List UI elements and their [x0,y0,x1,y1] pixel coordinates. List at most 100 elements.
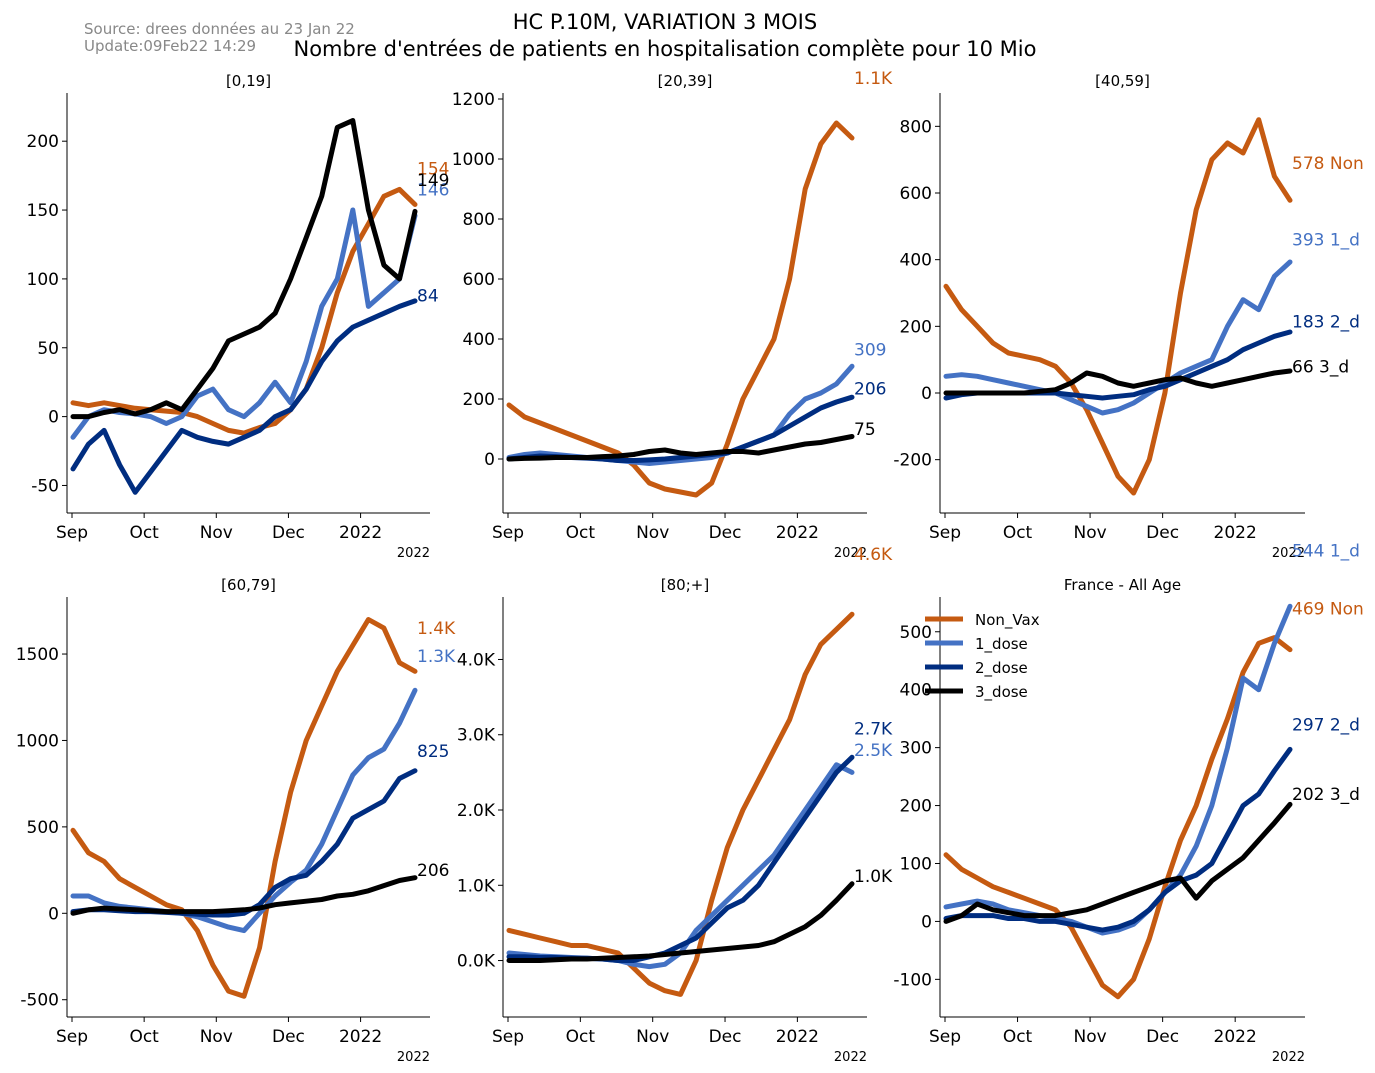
end-label: 469 Non [1292,600,1364,620]
y-tick-label: 1.0K [457,876,496,896]
x-tick-label: Sep [56,1027,88,1047]
legend-background [946,601,1074,705]
x-tick-label: 2022 [339,523,382,543]
x-tick-label: Sep [492,1027,524,1047]
y-tick-label: 1500 [16,645,59,665]
series-line [70,118,418,420]
y-tick-label: 400 [900,251,932,271]
x-tick-label: Sep [929,523,961,543]
end-label: 1.1K [854,69,893,89]
series-line [506,434,855,462]
y-tick-label: 200 [900,797,932,817]
x-tick-label: Dec [709,1027,742,1047]
end-label: 297 2_d [1292,715,1360,735]
series-line [506,611,855,997]
series-line [943,603,1293,936]
x-offset-label: 2022 [397,1050,430,1065]
legend-label: 2_dose [975,659,1028,678]
x-tick-label: Nov [1073,1027,1106,1047]
end-label: 2.7K [854,720,893,740]
panel-title: [80;+] [661,576,709,594]
end-label: 154 [417,160,449,180]
x-offset-label: 2022 [834,1050,867,1065]
end-label: 578 Non [1292,154,1364,174]
legend: Non_Vax 1_dose 2_dose 3_dose [925,601,1074,705]
y-tick-label: 500 [27,818,59,838]
x-tick-label: 2022 [339,1027,382,1047]
x-tick-label: Oct [129,523,159,543]
x-tick-label: Dec [272,1027,305,1047]
x-tick-label: Nov [1073,523,1106,543]
end-label: 1.3K [417,647,456,667]
source-note: Source: drees données au 23 Jan 22 Updat… [84,21,355,55]
series-line [943,368,1293,396]
series-line [943,801,1293,924]
x-tick-label: Dec [709,523,742,543]
end-label: 2.5K [854,741,893,761]
figure-title: HC P.10M, VARIATION 3 MOIS Nombre d'entr… [0,9,1330,63]
panel-title: [60,79] [221,576,276,594]
series-line [943,329,1293,401]
x-tick-label: Nov [636,523,669,543]
y-tick-label: -100 [893,970,932,990]
y-tick-label: 1000 [452,150,495,170]
chart-panel: [0,19] -50 0 50 100 150 200 Sep Oct Nov Dec 2022 202… [27,72,450,561]
update-line: Update:09Feb22 14:29 [84,37,257,55]
end-label: 75 [854,420,876,440]
y-tick-label: 300 [900,739,932,759]
series-line [943,259,1293,416]
y-tick-label: 100 [27,270,59,290]
end-label: 825 [417,742,449,762]
series-line [943,117,1293,496]
series-line [70,298,418,495]
y-tick-label: -500 [20,991,59,1011]
y-tick-label: 150 [27,201,59,221]
y-tick-label: 3.0K [457,726,496,746]
end-label: 544 1_d [1292,542,1360,562]
panel-title: France - All Age [1064,576,1181,594]
x-tick-label: Dec [1146,523,1179,543]
series-line [70,875,418,916]
x-tick-label: Nov [200,1027,233,1047]
end-label: 393 1_d [1292,231,1360,251]
end-label: 66 3_d [1292,357,1349,377]
chart-panel: [40,59] -200 0 200 400 600 800 Sep Oct Nov Dec 2022… [893,72,1363,561]
series-line [506,762,855,970]
legend-label: Non_Vax [975,611,1040,630]
y-tick-label: 800 [900,117,932,137]
chart-panel: [20,39] 0 200 400 600 800 1000 1200 Sep Oct Nov Dec… [452,69,893,561]
y-tick-label: 0 [921,912,932,932]
legend-label: 1_dose [975,635,1028,654]
y-tick-label: 2.0K [457,801,496,821]
y-tick-label: 800 [463,210,495,230]
y-tick-label: 600 [463,270,495,290]
y-tick-label: 0 [921,384,932,404]
series-line [506,881,855,963]
y-tick-label: 600 [900,184,932,204]
x-tick-label: Nov [636,1027,669,1047]
x-offset-label: 2022 [397,546,430,561]
series-line [70,617,418,999]
x-tick-label: 2022 [1214,1027,1257,1047]
y-tick-label: 200 [463,390,495,410]
end-label: 183 2_d [1292,312,1360,332]
y-tick-label: 500 [900,623,932,643]
x-offset-label: 2022 [1272,1050,1305,1065]
chart-panel: [80;+] 0.0K 1.0K 2.0K 3.0K 4.0K Sep Oct Nov Dec 20… [457,545,893,1065]
x-tick-label: Nov [200,523,233,543]
x-offset-label: 2022 [834,546,867,561]
y-tick-label: -200 [893,451,932,471]
y-tick-label: 0 [48,904,59,924]
y-tick-label: 400 [900,681,932,701]
title-line-2: Nombre d'entrées de patients en hospital… [293,37,1037,61]
y-tick-label: 4.0K [457,650,496,670]
series-line [943,746,1293,933]
end-label: 206 [417,861,449,881]
series-line [506,120,855,498]
y-tick-label: 1000 [16,731,59,751]
x-tick-label: Dec [1146,1027,1179,1047]
chart-panel: France - All Age -100 0 100 200 300 400 500 Sep O… [893,542,1363,1065]
x-tick-label: Dec [272,523,305,543]
x-tick-label: Oct [1003,1027,1033,1047]
x-tick-label: 2022 [1214,523,1257,543]
